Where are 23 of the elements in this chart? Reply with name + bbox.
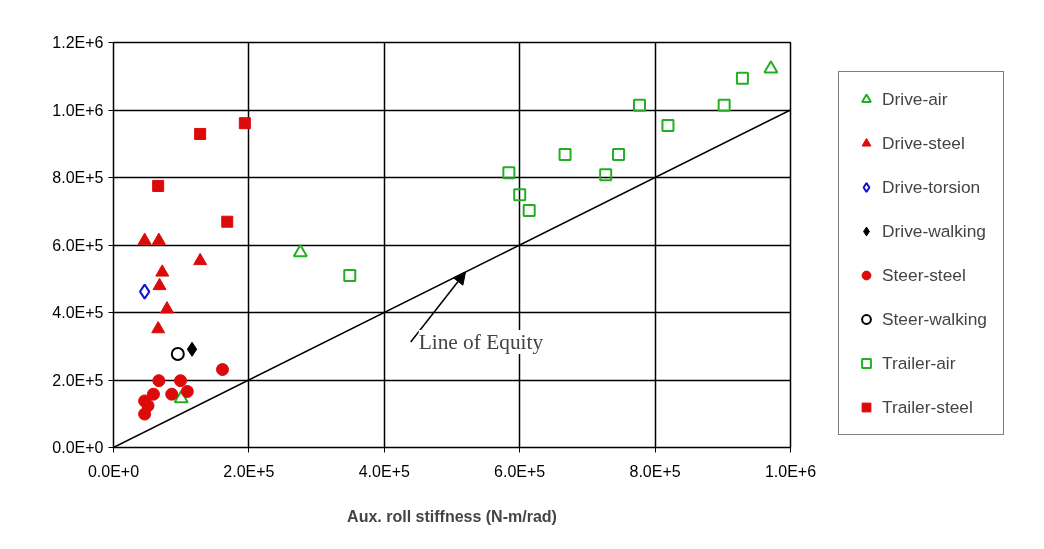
- x-tick-label: 6.0E+5: [494, 462, 546, 480]
- y-tick-label: 6.0E+5: [52, 236, 104, 254]
- y-tick-label: 8.0E+5: [52, 169, 104, 186]
- legend-label: Drive-torsion: [882, 176, 981, 198]
- legend-label: Trailer-air: [882, 352, 956, 374]
- x-tick-label: 8.0E+5: [629, 462, 681, 480]
- y-tick-label: 1.0E+6: [52, 101, 104, 119]
- y-tick-label: 1.2E+6: [52, 34, 104, 51]
- y-tick-label: 4.0E+5: [52, 304, 104, 321]
- legend-label: Drive-walking: [882, 220, 986, 242]
- y-tick-label: 0.0E+0: [52, 439, 104, 456]
- legend-label: Trailer-steel: [882, 396, 973, 418]
- legend-label: Drive-air: [882, 88, 948, 110]
- x-tick-label: 4.0E+5: [358, 462, 410, 480]
- x-tick-label: 2.0E+5: [223, 462, 275, 480]
- x-tick-label: 0.0E+0: [87, 462, 140, 480]
- legend-label: Drive-steel: [882, 132, 965, 154]
- y-tick-label: 2.0E+5: [52, 371, 104, 389]
- legend-label: Steer-steel: [882, 264, 966, 286]
- x-axis-title: Aux. roll stiffness (N-m/rad): [347, 507, 557, 525]
- x-tick-label: 1.0E+6: [764, 462, 817, 480]
- legend-label: Steer-walking: [882, 308, 987, 330]
- annotation: Line of Equity: [418, 330, 544, 355]
